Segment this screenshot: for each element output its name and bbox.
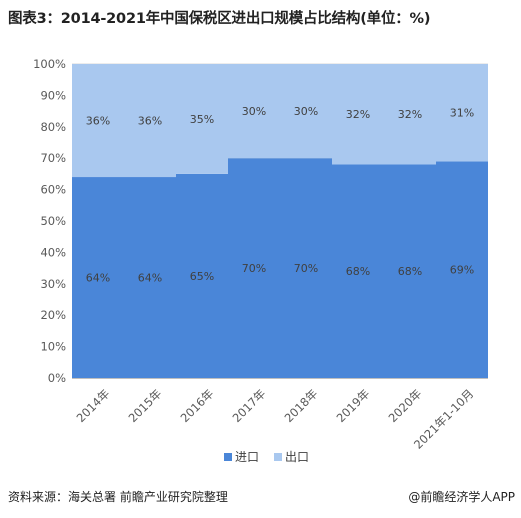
legend-swatch-import	[224, 453, 232, 461]
bar-export	[176, 64, 228, 174]
bar-export	[124, 64, 176, 178]
y-tick-label: 70%	[40, 151, 66, 165]
data-label-import: 70%	[294, 262, 318, 275]
data-label-import: 64%	[138, 272, 162, 285]
bar-export	[72, 64, 124, 178]
data-label-import: 68%	[346, 265, 370, 278]
data-label-import: 65%	[190, 270, 214, 283]
x-tick-label: 2015年	[126, 386, 165, 425]
bar-import	[280, 158, 332, 378]
y-tick-label: 10%	[40, 340, 66, 354]
bar-import	[72, 177, 124, 378]
data-label-export: 31%	[450, 107, 474, 120]
data-label-export: 30%	[294, 105, 318, 118]
bar-export	[332, 64, 384, 165]
bar-export	[280, 64, 332, 159]
chart-title: 图表3：2014-2021年中国保税区进出口规模占比结构(单位：%)	[8, 11, 431, 27]
x-axis-tick-labels: 2014年 2015年 2016年 2017年 2018年 2019年 2020年2021年…	[74, 386, 477, 451]
data-label-export: 36%	[138, 115, 162, 128]
bar-import	[384, 164, 436, 378]
data-label-import: 69%	[450, 264, 474, 277]
bar-export	[384, 64, 436, 165]
bar-import	[332, 164, 384, 378]
y-tick-label: 20%	[40, 308, 66, 322]
data-label-import: 68%	[398, 265, 422, 278]
data-label-import: 70%	[242, 262, 266, 275]
bar-import	[124, 177, 176, 378]
bar-export	[436, 64, 488, 162]
source-note: 资料来源：海关总署 前瞻产业研究院整理	[8, 490, 228, 504]
y-tick-label: 90%	[40, 88, 66, 102]
bar-import	[228, 158, 280, 378]
y-tick-label: 40%	[40, 245, 66, 259]
y-tick-label: 50%	[40, 214, 66, 228]
y-tick-label: 60%	[40, 183, 66, 197]
x-tick-label: 2018年	[282, 386, 321, 425]
data-label-export: 32%	[398, 108, 422, 121]
data-label-export: 36%	[86, 115, 110, 128]
data-label-export: 30%	[242, 105, 266, 118]
x-tick-label: 2020年	[386, 386, 425, 425]
data-label-import: 64%	[86, 272, 110, 285]
bar-import	[436, 161, 488, 378]
legend-label-export: 出口	[285, 450, 309, 464]
legend-label-import: 进口	[235, 450, 259, 464]
bars	[72, 64, 488, 378]
y-tick-label: 80%	[40, 120, 66, 134]
x-tick-label: 2016年	[178, 386, 217, 425]
y-tick-label: 30%	[40, 277, 66, 291]
legend-swatch-export	[274, 453, 282, 461]
data-labels: 64% 36% 64% 36% 65% 35% 70% 30% 70% 30% 68% 32% 68% 3…	[86, 105, 474, 284]
bar-import	[176, 173, 228, 378]
legend: 进口 出口	[224, 450, 309, 464]
y-axis-tick-labels: 0% 10% 20% 30% 40% 50% 60% 70% 80% 90% 100%	[33, 57, 66, 385]
credit-note: @前瞻经济学人APP	[408, 490, 515, 504]
data-label-export: 35%	[190, 113, 214, 126]
data-label-export: 32%	[346, 108, 370, 121]
y-tick-label: 100%	[33, 57, 66, 71]
x-tick-label: 2017年	[230, 386, 269, 425]
y-tick-label: 0%	[48, 371, 66, 385]
x-tick-label: 2019年	[334, 386, 373, 425]
bar-export	[228, 64, 280, 159]
x-tick-label: 2014年	[74, 386, 113, 425]
